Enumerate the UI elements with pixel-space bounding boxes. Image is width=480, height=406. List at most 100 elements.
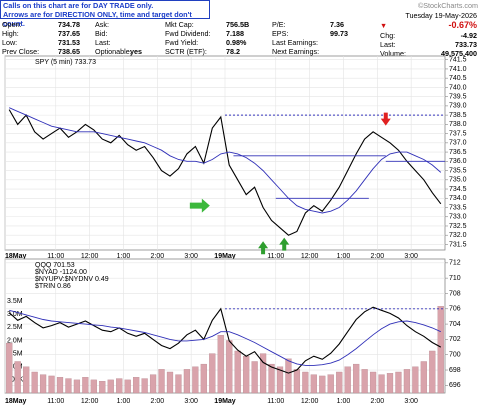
y-tick-label: 737.5 [449,130,467,137]
volume-bar [327,374,334,394]
y-tick-label: 740.0 [449,84,467,91]
arrow [380,112,391,126]
quote-value: 7.188 [226,29,244,38]
x-tick-label: 2:00 [370,253,384,260]
volume-bar [166,371,174,394]
quote-label: Last: [95,38,111,47]
y-tick-label: 706 [449,306,461,313]
volume-bar [243,356,250,394]
change-pct: -0.67% [448,20,477,30]
quote-value: yes [130,47,142,56]
volume-bar [276,366,284,394]
y-tick-label: 702 [449,336,461,343]
y-tick-label: 737.0 [449,140,467,147]
y-tick-label: 733.0 [449,214,467,221]
y-tick-label: 738.0 [449,121,467,128]
y2-tick-label: 2.5M [7,324,23,331]
volume-bar [133,377,140,394]
quote-label: Bid: [95,29,108,38]
volume-bar [158,369,165,394]
volume-bar [268,363,275,394]
volume-bar [141,378,148,394]
legend-entry: $NYUPV:$NYDNV 0.49 [35,276,109,283]
x-tick-label: 12:00 [81,398,99,405]
volume-bar [149,374,157,394]
volume-bar [395,371,402,394]
volume-bar [403,369,411,394]
volume-bar [378,374,385,394]
volume-bar [175,374,182,394]
arrow [189,198,210,213]
quote-label: High: [2,29,19,38]
legend-entry: SPY (5 min) 733.73 [35,59,96,66]
quote-label: EPS: [272,29,289,38]
y-tick-label: 735.0 [449,177,467,184]
volume-bar [259,353,267,394]
x-tick-label: 19May [214,398,236,405]
volume-bar [124,379,131,394]
volume-bar [116,378,123,394]
price-line [8,109,442,236]
volume-bar [361,369,368,394]
arrow [279,237,290,251]
y-tick-label: 698 [449,367,461,374]
volume-bar [420,361,427,394]
volume-bar [412,366,419,394]
y-tick-label: 734.5 [449,186,467,193]
volume-bar [14,361,21,394]
volume-bar [386,373,394,394]
y-tick-label: 731.5 [449,241,467,248]
y-tick-label: 710 [449,275,461,282]
down-triangle: ▼ [380,21,388,30]
y2-tick-label: 2.0M [7,337,23,344]
quote-value: 738.65 [58,47,80,56]
volume-bar [429,350,436,394]
x-tick-label: 12:00 [301,398,319,405]
y-tick-label: 739.5 [449,93,467,100]
x-tick-label: 1:00 [117,253,131,260]
quote-label: Mkt Cap: [165,20,194,29]
y2-tick-label: 3.0M [7,311,23,318]
volume-bar [353,363,360,394]
stat-label: Chg: [380,31,396,40]
y2-tick-label: 1.5M [7,350,23,357]
volume-bar [23,366,30,394]
stat-label: Last: [380,40,396,49]
quote-label: Last Earnings: [272,38,318,47]
volume-bar [48,375,55,394]
x-tick-label: 18May [5,398,27,405]
volume-bar [437,306,444,394]
x-tick-label: 1:00 [337,253,351,260]
volume-bar [90,379,97,394]
volume-bar [6,342,13,394]
y-tick-label: 736.5 [449,149,467,156]
source: ©StockCharts.com [417,1,478,10]
quote-value: 99.73 [330,29,348,38]
y-tick-label: 739.0 [449,103,467,110]
moving-average [9,309,441,366]
quote-value: 0.98% [226,38,247,47]
x-tick-label: 2:00 [150,253,164,260]
quote-label: Low: [2,38,18,47]
date: Tuesday 19-May-2026 [405,11,477,20]
volume-bar [65,378,72,394]
x-tick-label: 11:00 [47,398,64,405]
x-tick-label: 11:00 [267,253,284,260]
x-tick-label: 11:00 [47,253,64,260]
legend-entry: $TRIN 0.86 [35,283,71,290]
volume-bar [285,358,292,394]
stat-value: 49,575,400 [441,49,477,58]
volume-bar [217,335,224,394]
stat-value: 733.73 [455,40,477,49]
arrow [258,241,269,255]
x-tick-label: 11:00 [267,398,284,405]
y-tick-label: 732.0 [449,232,467,239]
volume-bar [336,371,343,394]
x-tick-label: 12:00 [301,253,319,260]
volume-bar [302,371,309,394]
quote-value: 731.53 [58,38,80,47]
x-tick-label: 18May [5,253,27,260]
y-tick-label: 741.5 [449,57,467,64]
x-tick-label: 1:00 [117,398,131,405]
